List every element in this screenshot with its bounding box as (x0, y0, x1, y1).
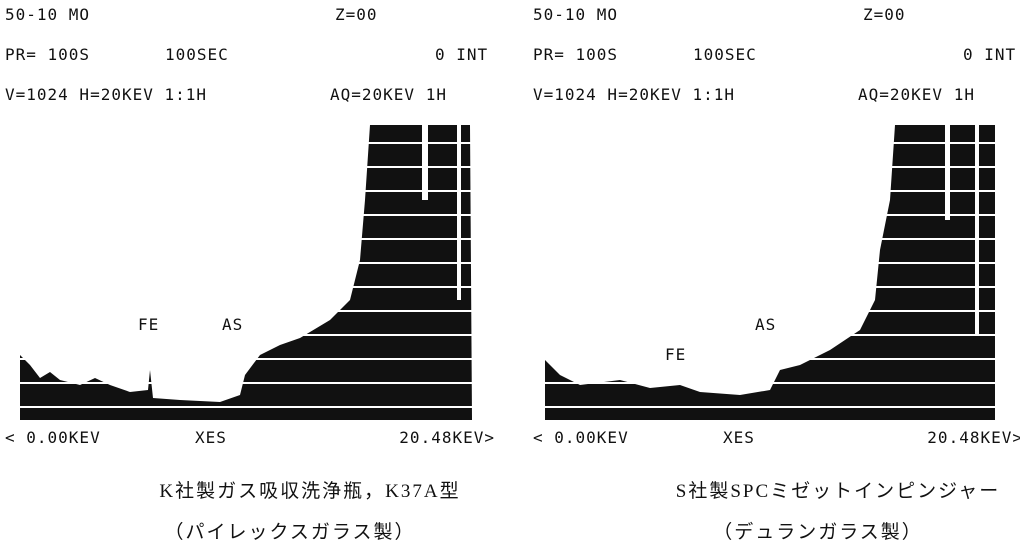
axis-label: 20.48KEV> (399, 428, 495, 447)
peak-label: AS (222, 315, 243, 334)
header-text: PR= 100S (5, 45, 90, 64)
figure: 50-10 MO Z=00 PR= 100S 100SEC 0 INT V=1024 H=… (0, 0, 1020, 545)
caption: （デュランガラス製） (713, 521, 923, 543)
axis-label: XES (195, 428, 227, 447)
header-text: 0 INT (963, 45, 1016, 64)
header-text: 50-10 MO (5, 5, 90, 24)
peak-label: FE (665, 345, 686, 364)
axis-label: < 0.00KEV (533, 428, 629, 447)
header-text: 50-10 MO (533, 5, 618, 24)
header-text: PR= 100S (533, 45, 618, 64)
header-text: V=1024 H=20KEV 1:1H (5, 85, 207, 104)
header-text: 100SEC (165, 45, 229, 64)
axis-label: 20.48KEV> (927, 428, 1020, 447)
spectrum-right (545, 125, 995, 420)
header-text: 100SEC (693, 45, 757, 64)
peak-label: AS (755, 315, 776, 334)
axis-label: XES (723, 428, 755, 447)
caption: S社製SPCミゼットインピンジャー (676, 480, 1000, 502)
caption: （パイレックスガラス製） (164, 521, 415, 543)
header-text: V=1024 H=20KEV 1:1H (533, 85, 735, 104)
header-text: AQ=20KEV 1H (858, 85, 975, 104)
header-text: Z=00 (335, 5, 378, 24)
peak-label: FE (138, 315, 159, 334)
axis-label: < 0.00KEV (5, 428, 101, 447)
caption: K社製ガス吸収洗浄瓶，K37A型 (159, 480, 460, 502)
header-text: Z=00 (863, 5, 906, 24)
header-text: AQ=20KEV 1H (330, 85, 447, 104)
header-text: 0 INT (435, 45, 488, 64)
spectrum-left (20, 125, 472, 420)
